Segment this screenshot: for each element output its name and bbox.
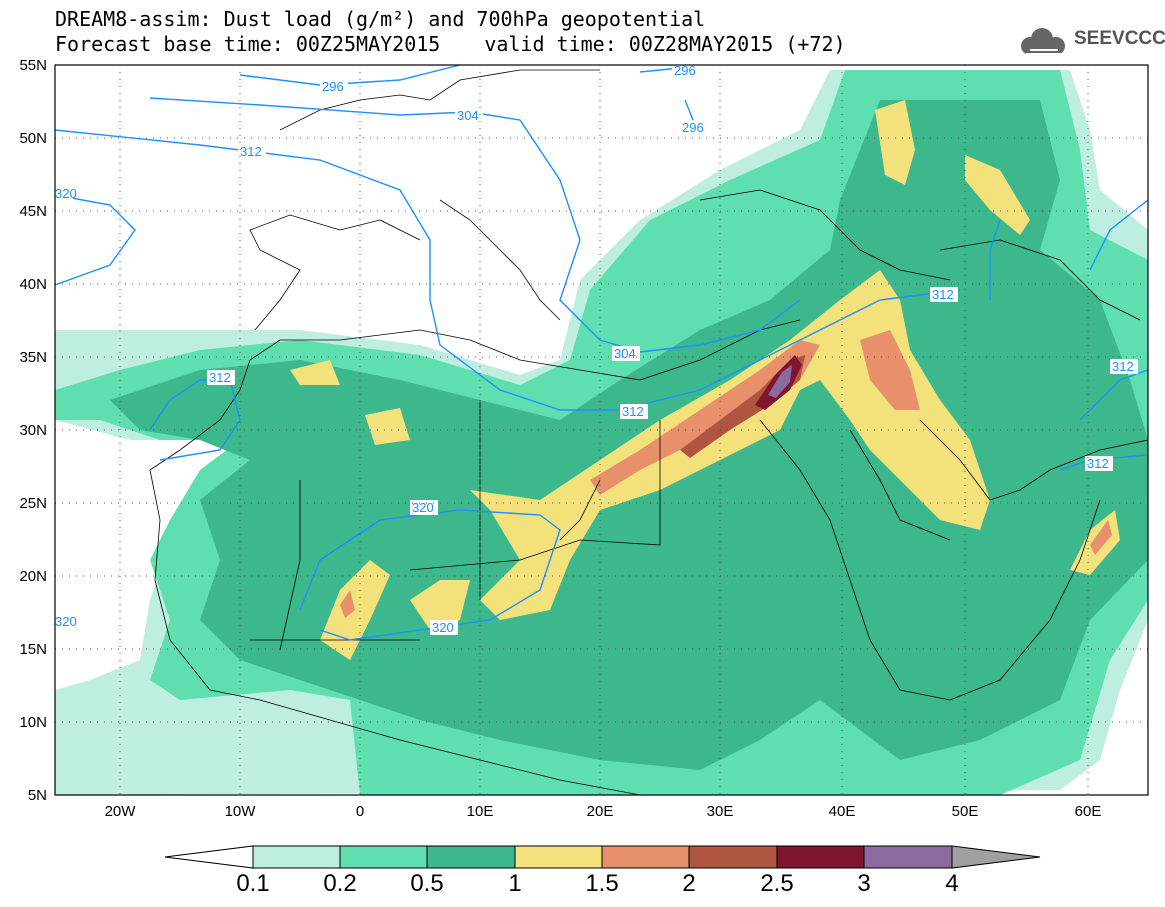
lon-label: 30E: [707, 803, 734, 820]
lon-label: 40E: [829, 803, 856, 820]
svg-text:304: 304: [614, 346, 636, 361]
base-time: Forecast base time: 00Z25MAY2015: [55, 32, 441, 56]
colorbar-swatch: [688, 845, 778, 869]
colorbar-label: 1: [508, 870, 522, 897]
svg-text:320: 320: [55, 614, 77, 629]
valid-time: valid time: 00Z28MAY2015 (+72): [484, 32, 846, 56]
colorbar-swatch: [426, 845, 516, 869]
contour-label: 304: [612, 346, 640, 361]
map-area: 296 296 296 304 304 312 312 312 312 312 …: [55, 63, 1148, 795]
dust-level-1.5: [860, 330, 920, 410]
lon-label: 10W: [225, 803, 257, 820]
lat-label: 5N: [28, 787, 47, 804]
svg-text:296: 296: [322, 79, 344, 94]
colorbar-label: 0.2: [323, 870, 357, 897]
svg-text:312: 312: [1087, 456, 1109, 471]
lon-label: 20E: [587, 803, 614, 820]
cloud-icon: [1021, 28, 1065, 55]
dust-level-1.5: [590, 340, 820, 495]
map-title: DREAM8-assim: Dust load (g/m²) and 700hP…: [55, 7, 706, 31]
colorbar-label: 3: [857, 870, 871, 897]
latitude-labels: 55N 50N 45N 40N 35N 30N 25N 20N 15N 10N …: [19, 57, 47, 804]
contour-label: 320: [55, 614, 77, 629]
contour-label: 304: [455, 108, 483, 123]
svg-text:312: 312: [622, 404, 644, 419]
contour-label: 312: [620, 404, 648, 419]
colorbar-swatch: [863, 845, 953, 869]
svg-text:296: 296: [682, 120, 704, 135]
colorbar-swatch: [339, 845, 428, 869]
svg-text:304: 304: [457, 108, 479, 123]
svg-text:296: 296: [674, 63, 696, 78]
svg-text:320: 320: [432, 620, 454, 635]
lat-label: 10N: [19, 714, 47, 731]
svg-text:312: 312: [932, 287, 954, 302]
colorbar-label: 0.5: [410, 870, 444, 897]
colorbar-swatch: [776, 845, 865, 869]
lat-label: 50N: [19, 130, 47, 147]
map-subtitle: Forecast base time: 00Z25MAY2015 valid ti…: [55, 33, 846, 55]
colorbar-label: 4: [945, 870, 959, 897]
dust-level-1: [965, 155, 1030, 235]
lat-label: 20N: [19, 568, 47, 585]
colorbar-swatch: [514, 845, 603, 869]
lat-label: 55N: [19, 57, 47, 74]
colorbar-swatch: [601, 845, 690, 869]
contour-label: 296: [680, 120, 708, 135]
map-frame: [54, 64, 1149, 796]
lon-label: 60E: [1075, 803, 1102, 820]
lat-label: 30N: [19, 422, 47, 439]
colorbar-swatch: [252, 845, 341, 869]
dust-level-1: [365, 408, 410, 445]
contour-label: 320: [430, 620, 458, 635]
svg-text:312: 312: [1112, 359, 1134, 374]
contour-label: 296: [672, 63, 700, 78]
lon-label: 0: [356, 803, 364, 820]
lat-label: 40N: [19, 276, 47, 293]
logo-text: SEEVCCC: [1074, 28, 1165, 49]
dust-level-1: [875, 100, 915, 185]
dust-level-1: [410, 580, 470, 630]
lon-label: 20W: [105, 803, 137, 820]
lon-label: 50E: [952, 803, 979, 820]
contour-labels: 296 296 296 304 304 312 312 312 312 312 …: [55, 63, 1138, 635]
contour-label: 320: [410, 500, 438, 515]
lat-lon-grid: [55, 65, 1148, 795]
colorbar: [164, 845, 1041, 869]
contour-label: 312: [1110, 359, 1138, 374]
lat-label: 45N: [19, 203, 47, 220]
seevccc-logo: [1021, 28, 1065, 55]
contour-label: 312: [930, 287, 958, 302]
contour-label: 296: [320, 79, 348, 94]
colorbar-under-arrow: [164, 845, 254, 869]
colorbar-label: 0.1: [236, 870, 270, 897]
colorbar-label: 2: [682, 870, 696, 897]
dust-level-1: [290, 360, 340, 385]
svg-text:312: 312: [209, 370, 231, 385]
dust-level-1.5: [340, 590, 355, 618]
colorbar-over-arrow: [951, 845, 1041, 869]
lat-label: 25N: [19, 495, 47, 512]
lon-label: 10E: [467, 803, 494, 820]
svg-text:312: 312: [240, 144, 262, 159]
longitude-labels: 20W 10W 0 10E 20E 30E 40E 50E 60E: [105, 803, 1102, 820]
contour-label: 312: [1085, 456, 1113, 471]
svg-text:320: 320: [55, 186, 77, 201]
lat-label: 35N: [19, 349, 47, 366]
dust-level-1.5: [1090, 520, 1112, 555]
contour-label: 320: [55, 186, 77, 201]
coastlines: [149, 69, 1148, 795]
dust-level-3: [768, 365, 792, 398]
contour-label: 312: [238, 144, 266, 159]
lat-label: 15N: [19, 641, 47, 658]
contour-label: 312: [207, 370, 235, 385]
svg-text:320: 320: [412, 500, 434, 515]
colorbar-label: 1.5: [585, 870, 619, 897]
colorbar-label: 2.5: [760, 870, 794, 897]
